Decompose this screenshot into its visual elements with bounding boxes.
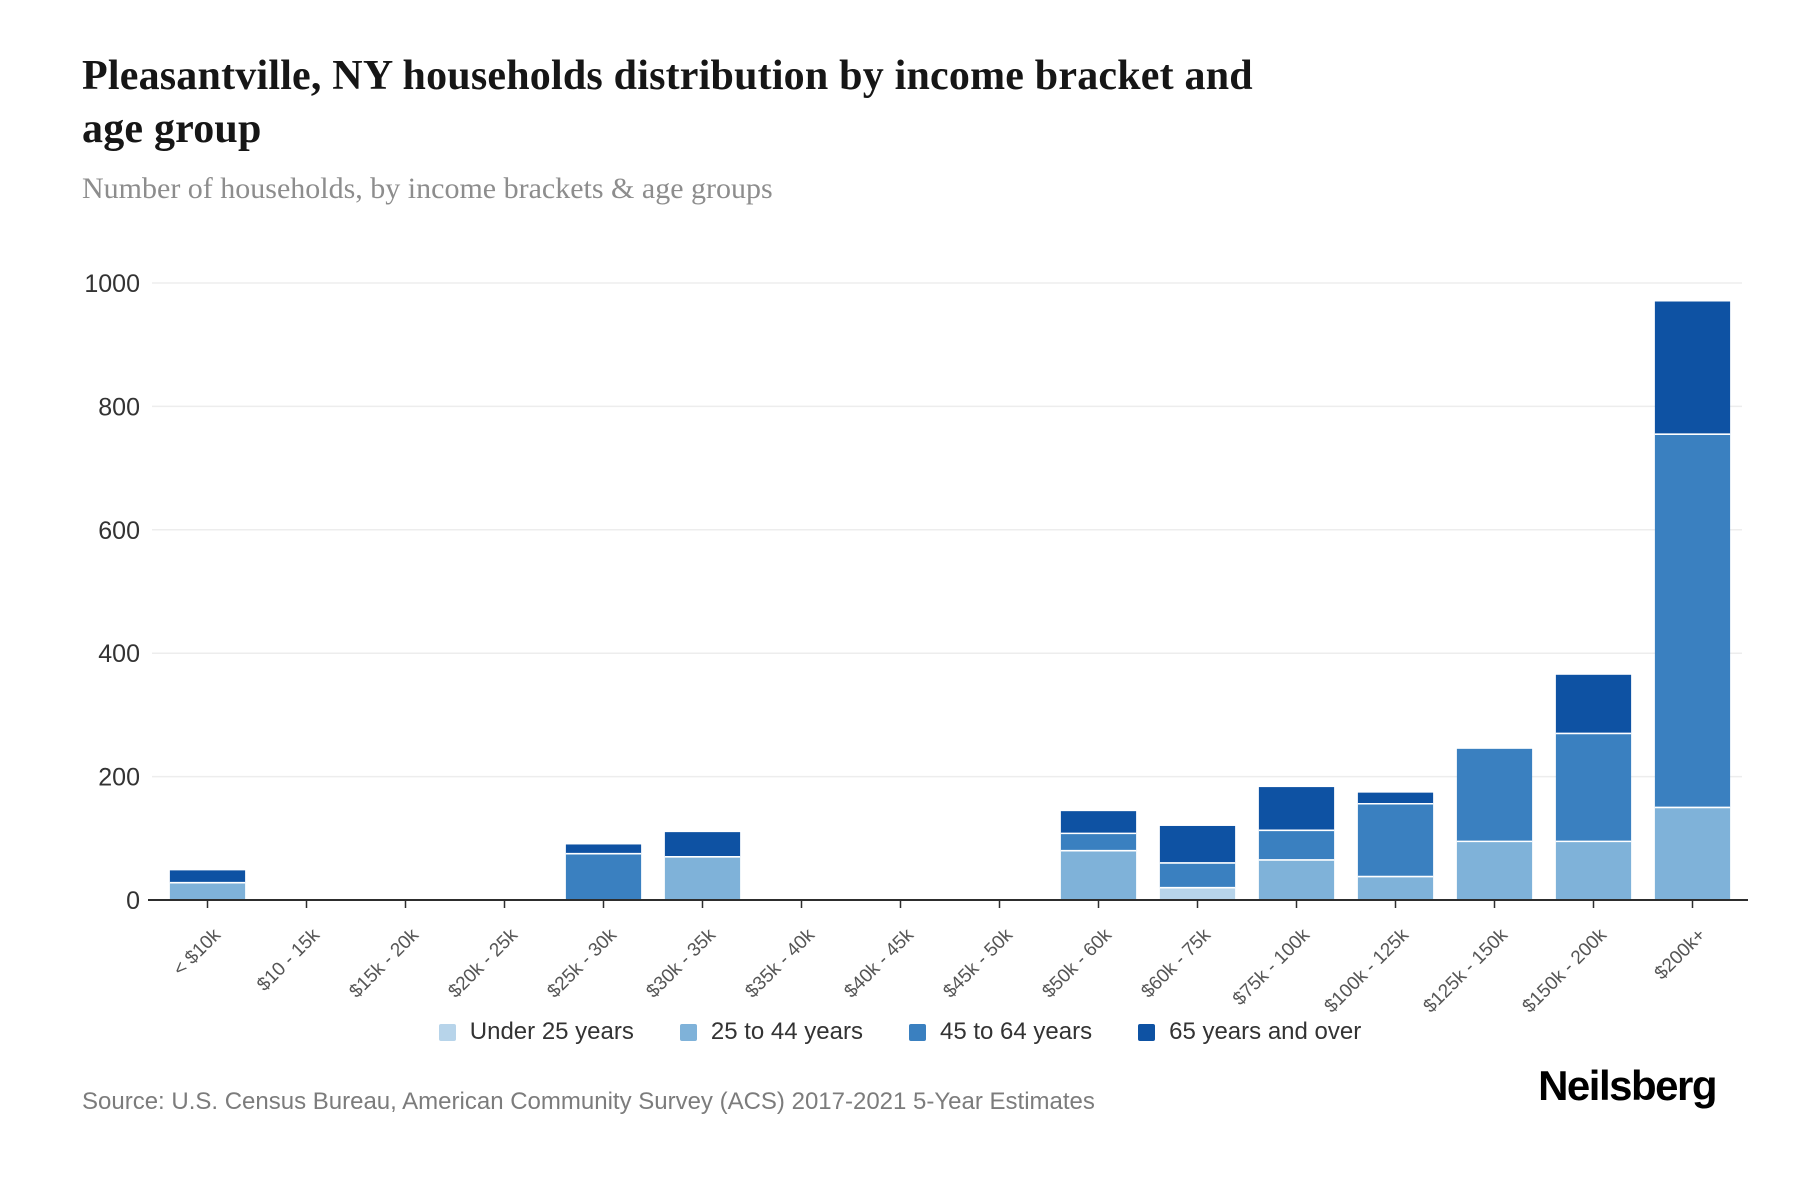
x-tick-label-7: $40k - 45k xyxy=(840,924,918,1002)
x-tick-label-2: $15k - 20k xyxy=(345,924,423,1002)
x-tick-label-4: $25k - 30k xyxy=(543,924,621,1002)
legend-swatch-icon xyxy=(679,1023,697,1041)
y-tick-label-800: 800 xyxy=(98,393,140,421)
legend-swatch-icon xyxy=(908,1023,926,1041)
bar-segment-12-1 xyxy=(1357,876,1434,900)
legend-swatch-icon xyxy=(1138,1023,1156,1041)
x-tick-label-12: $100k - 125k xyxy=(1321,924,1414,1017)
bar-segment-4-2 xyxy=(565,853,642,900)
legend-item-under-25-years[interactable]: Under 25 years xyxy=(438,1018,634,1046)
bar-segment-5-3 xyxy=(664,832,741,857)
x-tick-label-14: $150k - 200k xyxy=(1519,924,1612,1017)
chart-legend: Under 25 years 25 to 44 years 45 to 64 yea… xyxy=(0,1018,1800,1046)
legend-label: 25 to 44 years xyxy=(710,1018,863,1045)
neilsberg-logo: Neilsberg xyxy=(1538,1062,1717,1109)
x-tick-label-11: $75k - 100k xyxy=(1229,924,1314,1009)
y-tick-label-0: 0 xyxy=(126,887,140,915)
bar-segment-10-3 xyxy=(1159,825,1236,863)
x-tick-label-0: < $10k xyxy=(169,924,225,980)
x-tick-label-5: $30k - 35k xyxy=(642,924,720,1002)
bar-segment-13-1 xyxy=(1456,841,1533,900)
bar-segment-10-0 xyxy=(1159,887,1236,900)
bar-segment-0-3 xyxy=(169,870,246,883)
bar-segment-15-3 xyxy=(1654,301,1731,435)
x-tick-label-13: $125k - 150k xyxy=(1420,924,1513,1017)
legend-item-45-to-64-years[interactable]: 45 to 64 years xyxy=(908,1018,1093,1046)
x-tick-label-15: $200k+ xyxy=(1651,925,1710,984)
bar-segment-0-1 xyxy=(169,882,246,900)
bar-segment-11-3 xyxy=(1258,787,1335,831)
bar-segment-4-3 xyxy=(565,844,642,854)
x-tick-label-10: $60k - 75k xyxy=(1137,924,1215,1002)
bar-segment-14-3 xyxy=(1555,674,1632,734)
legend-swatch-icon xyxy=(438,1023,456,1041)
bar-segment-5-1 xyxy=(664,856,741,900)
bar-segment-11-2 xyxy=(1258,830,1335,860)
bar-segment-15-2 xyxy=(1654,434,1731,808)
bar-segment-14-2 xyxy=(1555,733,1632,842)
legend-label: 45 to 64 years xyxy=(939,1018,1093,1045)
x-tick-label-6: $35k - 40k xyxy=(741,924,819,1002)
bar-segment-9-3 xyxy=(1060,811,1137,834)
legend-label: Under 25 years xyxy=(469,1018,634,1045)
source-text: Source: U.S. Census Bureau, American Com… xyxy=(82,1088,1095,1115)
bar-segment-13-2 xyxy=(1456,748,1533,842)
bar-segment-9-2 xyxy=(1060,833,1137,851)
legend-label: 65 years and over xyxy=(1169,1018,1362,1045)
x-tick-label-1: $10 - 15k xyxy=(253,924,324,995)
page-title-line2: age group xyxy=(82,105,262,152)
page-title-line1: Pleasantville, NY households distributio… xyxy=(82,53,1253,99)
bar-segment-9-1 xyxy=(1060,850,1137,900)
y-tick-label-400: 400 xyxy=(98,640,140,668)
y-tick-label-200: 200 xyxy=(98,764,140,792)
bar-segment-12-3 xyxy=(1357,792,1434,804)
bar-segment-15-1 xyxy=(1654,807,1731,900)
bar-segment-12-2 xyxy=(1357,803,1434,877)
bar-segment-10-2 xyxy=(1159,862,1236,888)
legend-item-25-to-44-years[interactable]: 25 to 44 years xyxy=(679,1018,863,1046)
x-tick-label-8: $45k - 50k xyxy=(939,924,1017,1002)
bar-segment-11-1 xyxy=(1258,859,1335,900)
legend-item-65-years-and-over[interactable]: 65 years and over xyxy=(1138,1018,1361,1046)
bar-segment-14-1 xyxy=(1555,841,1632,900)
y-tick-label-600: 600 xyxy=(98,517,140,545)
x-tick-label-9: $50k - 60k xyxy=(1038,924,1116,1002)
x-tick-label-3: $20k - 25k xyxy=(444,924,522,1002)
y-tick-label-1000: 1000 xyxy=(84,270,140,298)
page-title: Pleasantville, NY households distributio… xyxy=(82,50,1253,155)
page-subtitle: Number of households, by income brackets… xyxy=(82,172,773,205)
